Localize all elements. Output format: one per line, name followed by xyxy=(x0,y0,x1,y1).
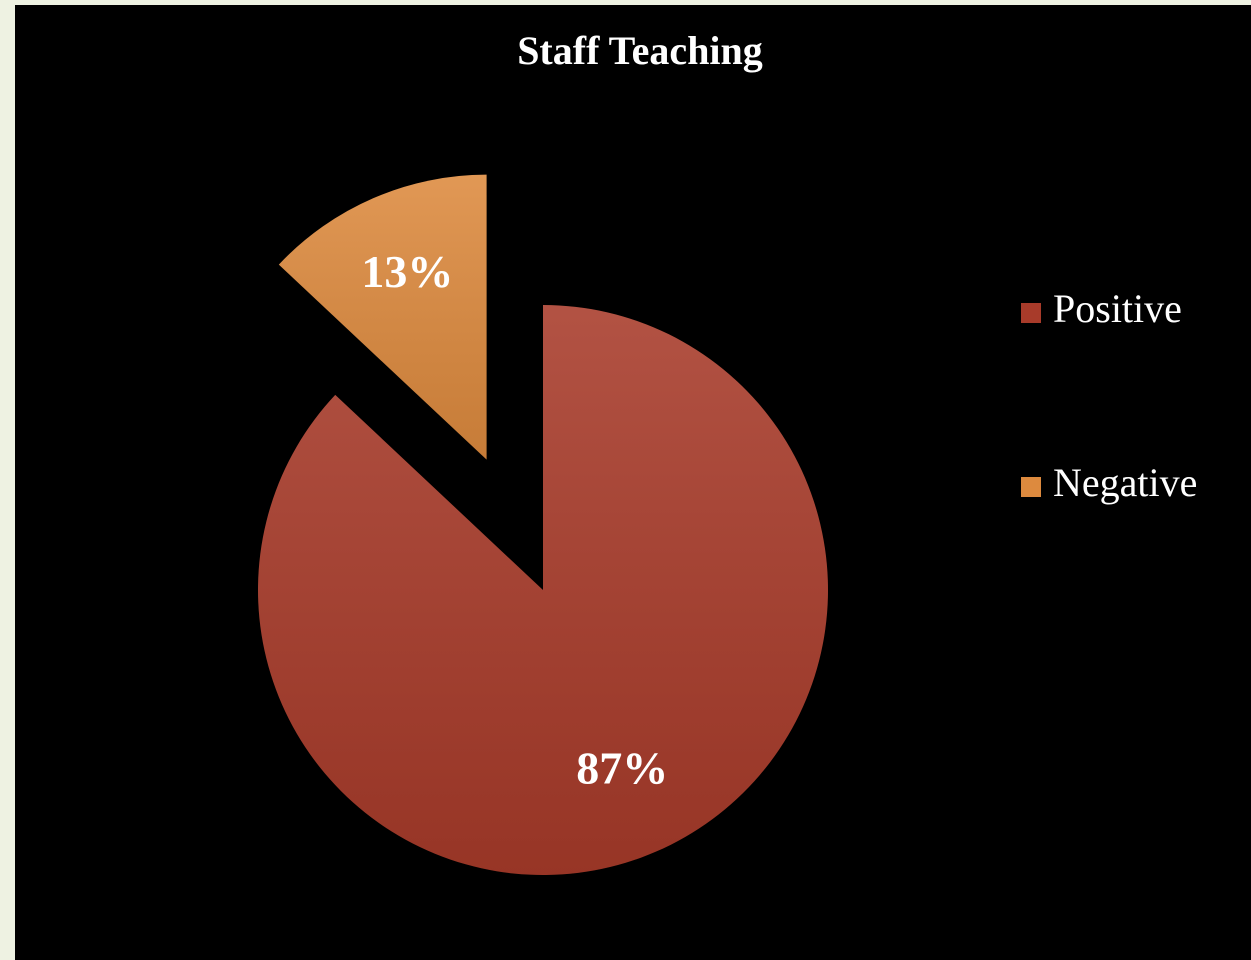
legend-label: Negative xyxy=(1053,460,1197,505)
legend-swatch xyxy=(1021,477,1041,497)
legend-swatch xyxy=(1021,303,1041,323)
data-label: 87% xyxy=(576,743,668,794)
data-label: 13% xyxy=(361,246,453,297)
legend-label: Positive xyxy=(1053,286,1182,331)
chart-title: Staff Teaching xyxy=(517,28,763,73)
